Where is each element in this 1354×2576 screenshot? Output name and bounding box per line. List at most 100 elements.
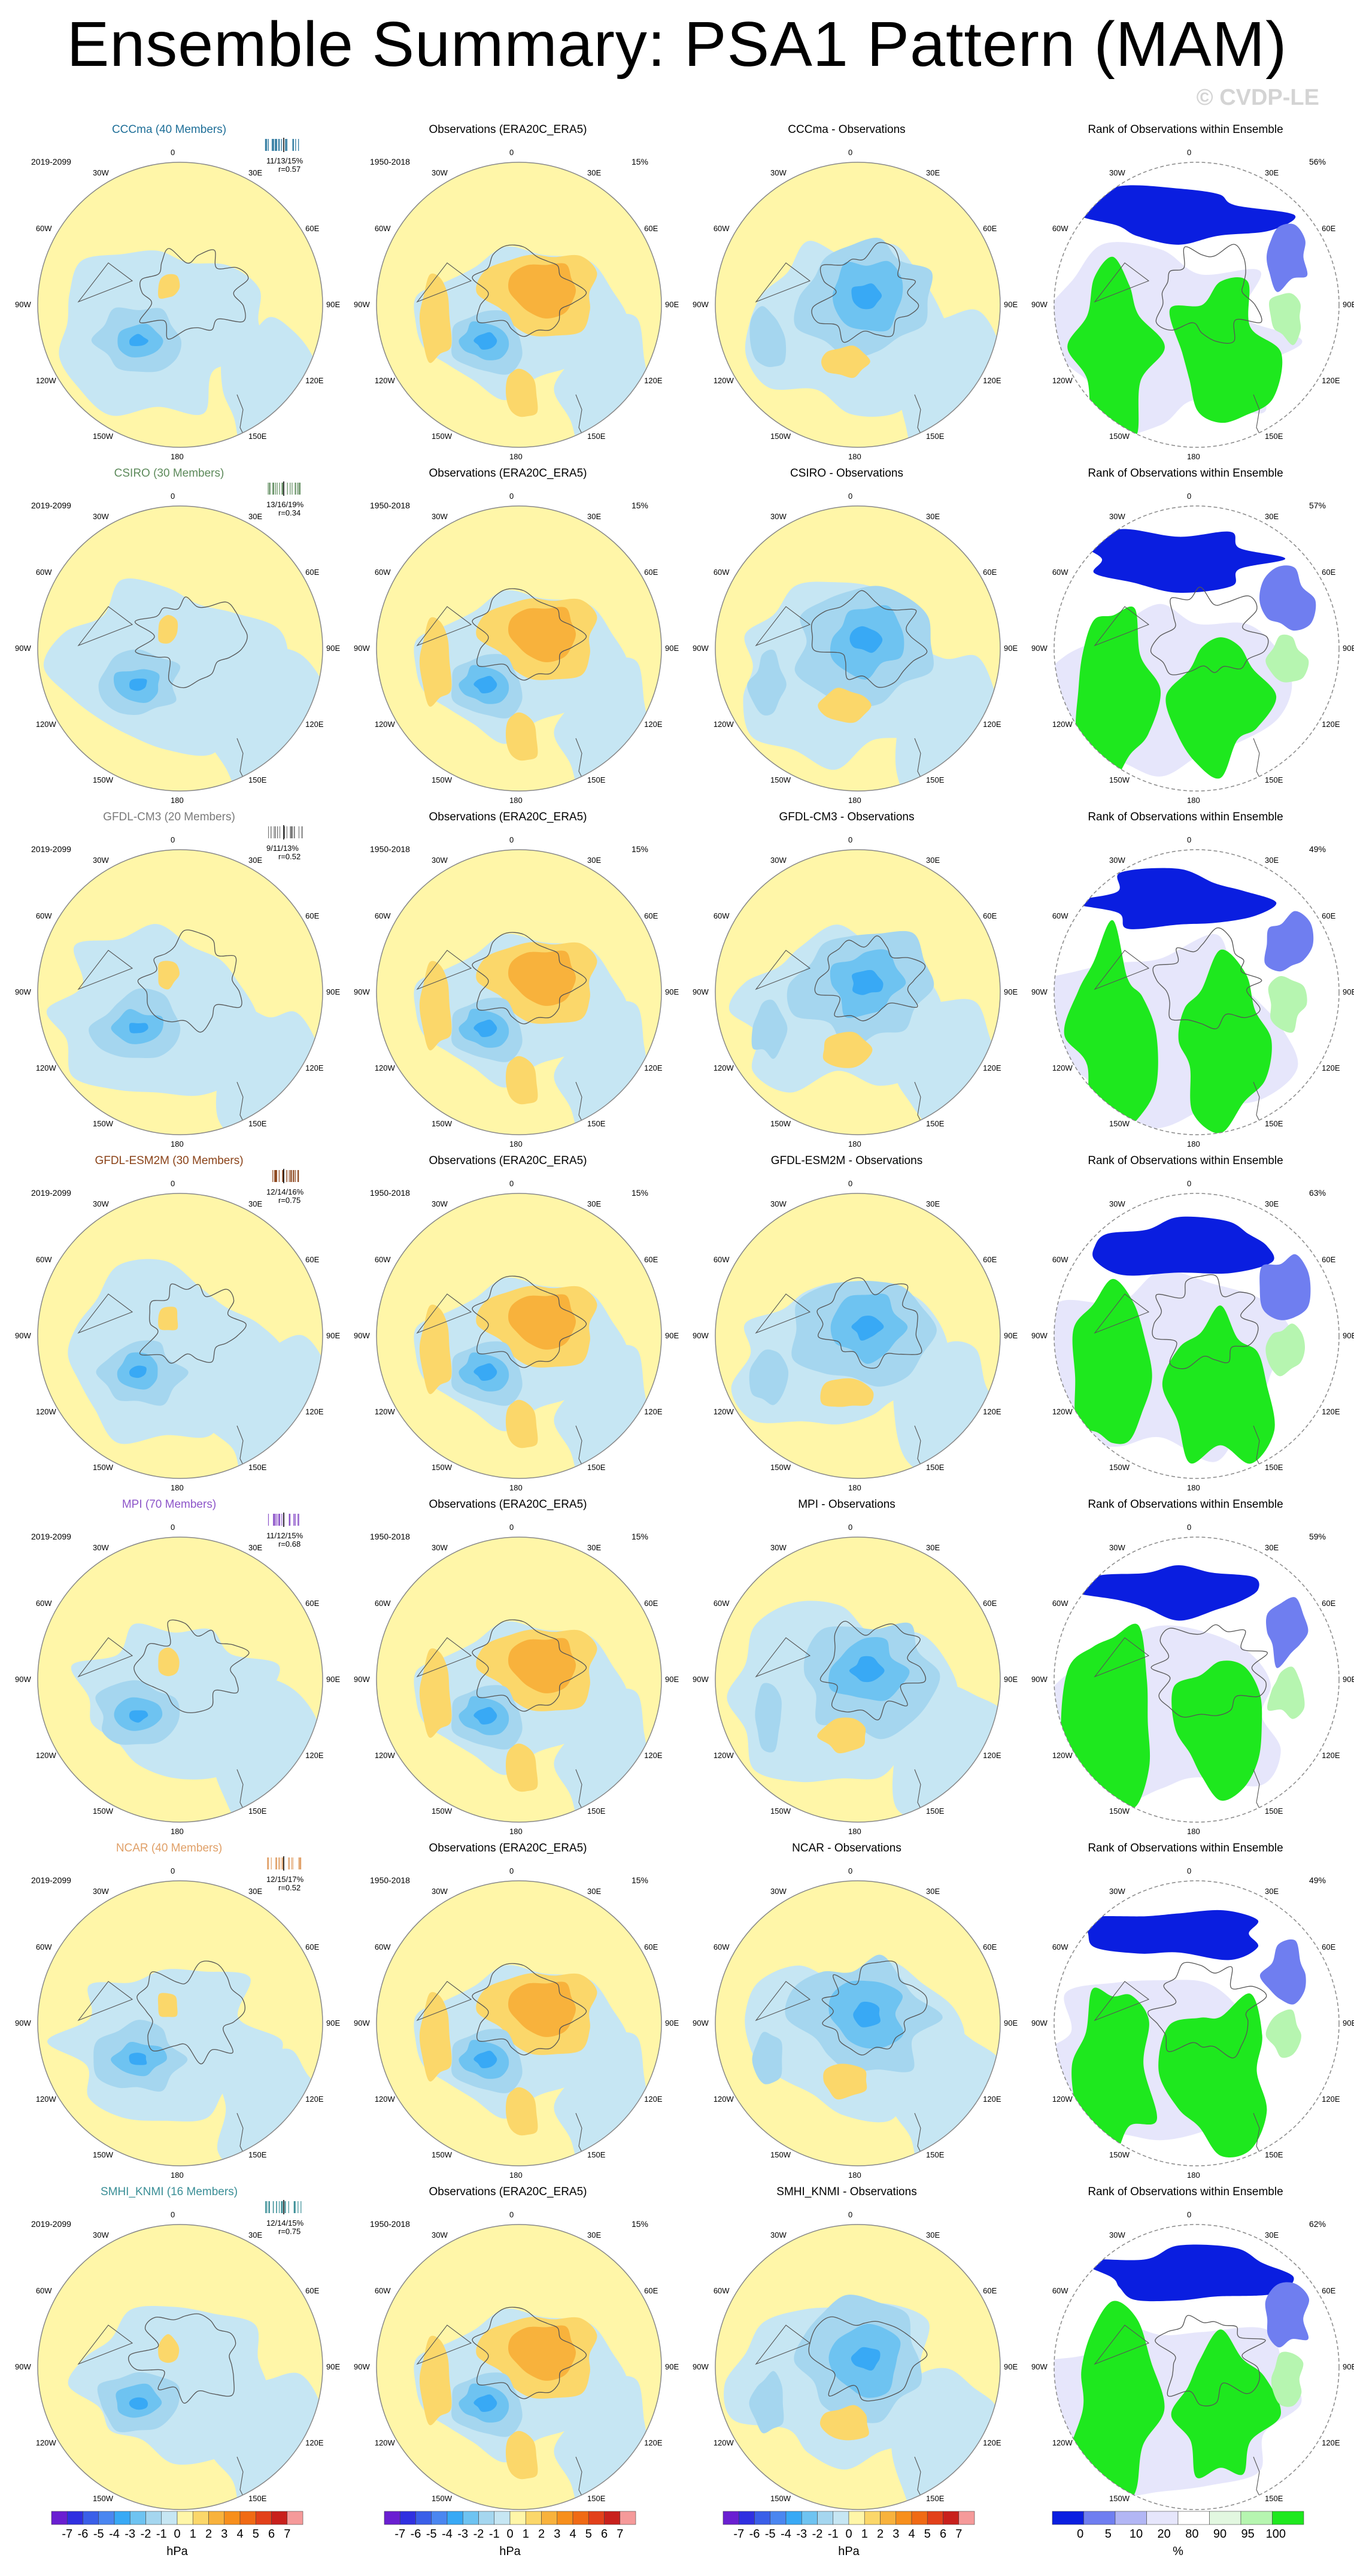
member-distribution-ticks <box>262 481 305 496</box>
rank-green-region <box>1162 1305 1275 1464</box>
longitude-label: 180 <box>509 452 523 461</box>
longitude-label: 120E <box>644 1407 663 1416</box>
longitude-label: 180 <box>509 1139 523 1148</box>
member-distribution-ticks <box>262 1169 305 1183</box>
map-boundary <box>1054 1193 1340 1479</box>
model-title: CSIRO (30 Members) <box>114 467 224 480</box>
longitude-label: 90E <box>1004 2362 1018 2371</box>
observations-title: Observations (ERA20C_ERA5) <box>429 1498 587 1511</box>
positive-anomaly-region <box>158 2334 180 2363</box>
positive-anomaly-region <box>821 346 870 378</box>
longitude-label: 150W <box>1109 431 1130 441</box>
longitude-label: 90E <box>665 644 679 653</box>
model-map-1 <box>22 490 339 807</box>
longitude-label: 120E <box>983 1063 1001 1072</box>
colorbar-swatch <box>431 2511 448 2525</box>
longitude-label: 120E <box>1322 1751 1340 1760</box>
colorbar-swatch <box>287 2511 303 2525</box>
antarctica-coastline <box>128 2313 236 2404</box>
model-map-2 <box>22 834 339 1151</box>
model-pct-range: 9/11/13% <box>266 844 299 853</box>
south-america-coastline <box>1094 1293 1150 1334</box>
colorbar-tick-label: -1 <box>156 2527 167 2541</box>
observations-years: 1950-2018 <box>370 157 410 166</box>
rank-panel-ncar: Rank of Observations within Ensemble 49% 0… <box>1016 1838 1354 2182</box>
colorbar-swatch <box>557 2511 573 2525</box>
colorbar-tick-label: -6 <box>78 2527 89 2541</box>
longitude-label: 120W <box>713 1751 734 1760</box>
positive-anomaly-region <box>508 1981 576 2037</box>
longitude-label: 150E <box>248 1119 267 1128</box>
longitude-label: 60W <box>713 1942 730 1951</box>
longitude-label: 90W <box>15 2362 31 2371</box>
rank-green-region <box>1171 2329 1281 2478</box>
colorbar-swatch <box>1272 2511 1304 2525</box>
antarctica-coastline <box>137 929 242 1033</box>
longitude-label: 180 <box>1187 796 1200 805</box>
longitude-label: 90W <box>693 2019 709 2028</box>
observations-title: Observations (ERA20C_ERA5) <box>429 1154 587 1167</box>
longitude-label: 90E <box>1343 644 1354 653</box>
model-pct-range: 12/15/17% <box>266 1875 304 1884</box>
rank-blue-region <box>1080 529 1286 593</box>
colorbar-unit: hPa <box>166 2545 188 2558</box>
longitude-label: 0 <box>1187 492 1192 501</box>
rank-map-5 <box>1038 1865 1354 2182</box>
model-pct-range: 12/14/15% <box>266 2219 304 2228</box>
colorbar-tick-label: -2 <box>812 2527 823 2541</box>
south-america-coastline <box>1094 262 1150 303</box>
longitude-label: 60W <box>1052 1599 1068 1608</box>
colorbar-swatch <box>801 2511 818 2525</box>
colorbar-swatch <box>848 2511 865 2525</box>
longitude-label: 180 <box>171 2171 184 2180</box>
longitude-label: 150E <box>248 2493 267 2503</box>
antarctica-coastline <box>1150 1624 1268 1718</box>
positive-anomaly-region <box>419 2335 452 2426</box>
colorbar-swatch <box>785 2511 802 2525</box>
colorbar-tick-label: 2 <box>205 2527 212 2541</box>
model-correlation: r=0.52 <box>278 852 301 861</box>
panel-grid: CCCma (40 Members) 2019-2099 11/13/15% r=0.… <box>0 120 1354 2523</box>
south-america-coastline <box>755 1981 811 2022</box>
south-america-coastline <box>416 1981 472 2022</box>
colorbar-swatch <box>271 2511 288 2525</box>
observations-panel: Observations (ERA20C_ERA5) 1950-2018 15% 0 3… <box>339 120 679 463</box>
longitude-label: 90E <box>665 2362 679 2371</box>
negative-anomaly-region <box>853 2001 881 2028</box>
positive-anomaly-region <box>508 607 576 662</box>
longitude-label: 30W <box>1109 1199 1125 1209</box>
south-america-coastline <box>1094 1981 1150 2022</box>
longitude-label: 120W <box>1052 2095 1073 2104</box>
map-boundary <box>376 2224 662 2510</box>
longitude-label: 120W <box>374 1751 395 1760</box>
colorbar-swatch <box>145 2511 162 2525</box>
longitude-label: 90W <box>693 300 709 309</box>
rank-panel-cccma: Rank of Observations within Ensemble 56% 0… <box>1016 120 1354 463</box>
observations-years: 1950-2018 <box>370 1532 410 1541</box>
antarctica-coastline <box>814 935 926 1022</box>
longitude-label: 60W <box>713 911 730 920</box>
difference-panel-gfdl-cm3: GFDL-CM3 - Observations 0 30E 60E 90E 120E 150… <box>678 807 1018 1151</box>
south-america-coastline <box>755 2325 811 2365</box>
longitude-label: 150E <box>587 2493 606 2503</box>
longitude-label: 60W <box>713 224 730 233</box>
colorbar-swatch <box>161 2511 178 2525</box>
longitude-label: 120W <box>35 2438 56 2447</box>
watermark: © CVDP-LE <box>1196 85 1319 110</box>
longitude-label: 180 <box>171 1483 184 1492</box>
colorbar-swatch <box>177 2511 193 2525</box>
south-america-coastline <box>416 1637 472 1678</box>
longitude-label: 30E <box>248 168 263 178</box>
antarctica-coastline <box>472 244 587 337</box>
longitude-label: 30E <box>587 1543 602 1553</box>
rank-title: Rank of Observations within Ensemble <box>1088 811 1283 823</box>
longitude-label: 30W <box>432 1543 448 1553</box>
rank-blue-region <box>1083 1910 1259 1960</box>
rank-blue-region <box>1071 868 1277 929</box>
antarctica-coastline <box>821 1960 928 2056</box>
model-panel-mpi: MPI (70 Members) 2019-2099 11/12/15% r=0.68… <box>0 1495 340 1838</box>
colorbar-tick-label: -3 <box>457 2527 468 2541</box>
longitude-label: 90W <box>354 1675 370 1684</box>
longitude-label: 180 <box>1187 1139 1200 1148</box>
longitude-label: 60W <box>1052 911 1068 920</box>
